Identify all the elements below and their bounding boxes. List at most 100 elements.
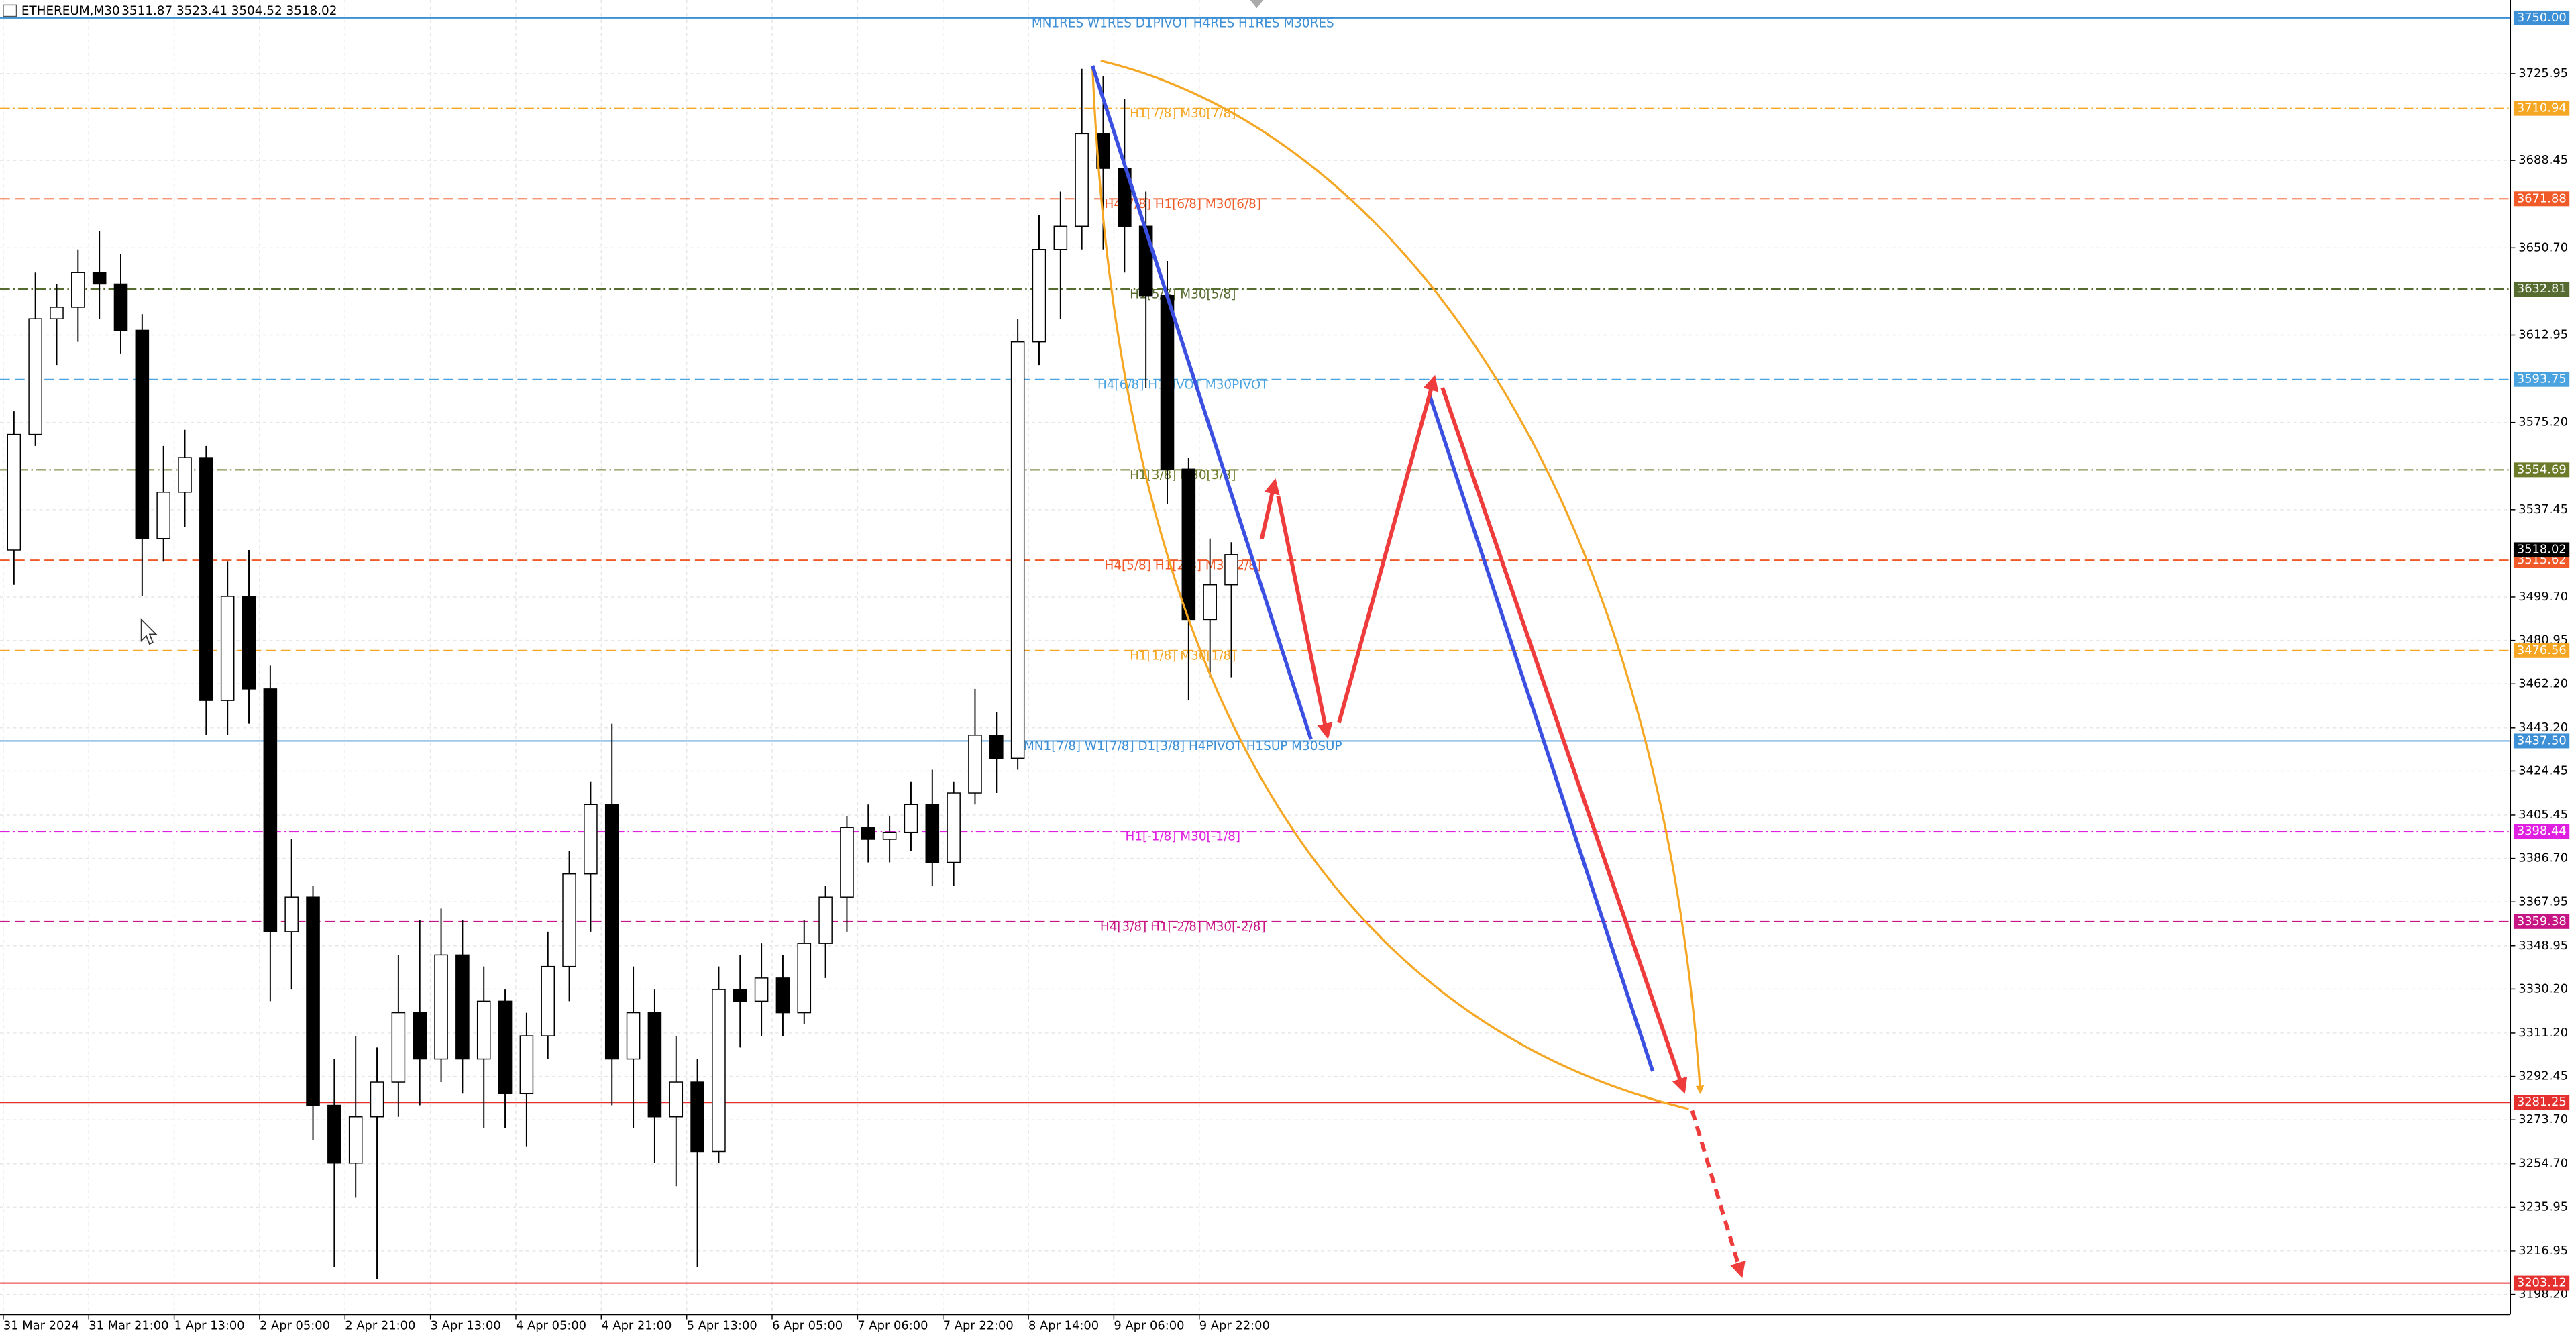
blue-line [1428,393,1655,1072]
y-tick-label: 3650.70 [2518,240,2568,254]
candle-body [476,1000,491,1060]
candle-body [391,1012,406,1083]
candle-body [968,735,982,794]
candle-body [1160,294,1175,470]
y-tick-label: 3725.95 [2518,66,2568,81]
x-tick-label: 7 Apr 22:00 [943,1318,1014,1332]
candle-body [947,792,961,863]
x-tick-label: 2 Apr 05:00 [260,1318,330,1332]
level-price-label: 3554.69 [2517,462,2567,476]
candle-body [626,1012,641,1060]
level-price-box [2513,372,2570,387]
x-tick-label: 9 Apr 22:00 [1199,1318,1270,1332]
red-arrow [1337,374,1439,724]
level-text: H4[3/8] H1[-2/8] M30[-2/8] [1100,920,1266,934]
x-tick-label: 4 Apr 21:00 [601,1318,672,1332]
candle-body [818,896,833,944]
level-text: H1[1/8] M30[1/8] [1130,649,1236,663]
candle-body [712,989,726,1153]
candle-body [135,329,150,539]
level-price-box [2513,824,2570,839]
x-tick-label: 9 Apr 06:00 [1114,1318,1184,1332]
level-price-label: 3632.81 [2517,282,2567,296]
candle-body [306,896,320,1106]
candle-body [861,827,875,840]
candle-body [1203,584,1217,621]
level-price-box [2513,1095,2570,1110]
x-tick-label: 7 Apr 06:00 [857,1318,928,1332]
level-price-box [2513,191,2570,207]
orange-arc [1091,65,1689,1110]
y-tick-label: 3537.45 [2518,502,2568,517]
level-price-box [2513,10,2570,25]
candle-body [413,1012,427,1060]
forecast-drawings [1091,60,1746,1278]
y-tick-label: 3367.95 [2518,894,2568,908]
orange-arc [1100,60,1705,1095]
candle-body [519,1035,534,1095]
y-tick-label: 3273.70 [2518,1112,2568,1126]
level-text: MN1RES W1RES D1PIVOT H4RES H1RES M30RES [1032,17,1334,31]
y-tick-label: 3216.95 [2518,1244,2568,1258]
candles [7,68,1238,1279]
candle-body [904,804,918,833]
candle-body [840,827,854,898]
y-tick-label: 3292.45 [2518,1069,2568,1083]
grid [0,0,2511,1315]
x-tick-label: 31 Mar 2024 [3,1318,79,1332]
shift-marker [1250,0,1264,9]
y-tick-label: 3348.95 [2518,939,2568,953]
x-tick-label: 2 Apr 21:00 [345,1318,415,1332]
ohlc-text: 3511.87 3523.41 3504.52 3518.02 [121,4,337,18]
red-arrow [1276,496,1333,739]
level-price-label: 3710.94 [2517,101,2567,115]
candle-body [1224,554,1238,586]
level-price-box [2513,1275,2570,1291]
levels: MN1RES W1RES D1PIVOT H4RES H1RES M30RES H… [0,17,2511,1284]
candle-body [7,433,21,551]
symbol-icon [3,4,17,17]
candle-body [925,804,940,863]
level-price-label: 3476.56 [2517,643,2567,657]
x-tick-label: 4 Apr 05:00 [516,1318,586,1332]
candle-body [754,977,769,1002]
candle-body [50,307,64,319]
candle-body [28,318,42,435]
candle-body [263,688,278,932]
level-price-label: 3750.00 [2517,11,2567,25]
level-text: H4[6/8] H1PIVOT M30PIVOT [1097,378,1269,392]
candle-body [1138,225,1153,297]
last-price-label: 3518.02 [2517,542,2567,556]
symbol-title: ETHEREUM,M30 [21,4,120,18]
y-tick-label: 3424.45 [2518,763,2568,778]
y-tick-label: 3462.20 [2518,676,2568,690]
y-tick-label: 3386.70 [2518,851,2568,865]
candle-body [327,1104,341,1164]
level-price-box [2513,733,2570,749]
candle-body [1010,341,1025,759]
level-text: H4[7/8] H1[6/8] M30[6/8] [1105,197,1261,211]
candle-body [733,989,747,1002]
y-tick-label: 3575.20 [2518,415,2568,429]
axes: 3725.95 3688.45 3650.70 3612.95 3575.20 3537.… [3,10,2570,1332]
blue-line [1091,65,1313,740]
y-tick-label: 3612.95 [2518,327,2568,341]
level-price-label: 3359.38 [2517,914,2567,928]
y-tick-label: 3443.20 [2518,720,2568,735]
candle-body [690,1081,704,1153]
candle-body [989,735,1004,759]
candle-body [284,896,299,932]
candle-body [71,272,85,308]
candle-body [241,596,256,690]
level-text: H1[5/8] M30[5/8] [1130,288,1236,302]
level-text: H1[-1/8] M30[-1/8] [1125,830,1240,844]
y-tick-label: 3311.20 [2518,1026,2568,1040]
level-price-box [2513,643,2570,658]
candle-body [348,1116,363,1164]
candle-body [775,977,790,1014]
level-text: H1[7/8] M30[7/8] [1130,107,1236,121]
candle-body [178,457,192,493]
y-tick-label: 3235.95 [2518,1199,2568,1214]
y-tick-label: 3499.70 [2518,590,2568,604]
candle-body [1032,249,1046,343]
